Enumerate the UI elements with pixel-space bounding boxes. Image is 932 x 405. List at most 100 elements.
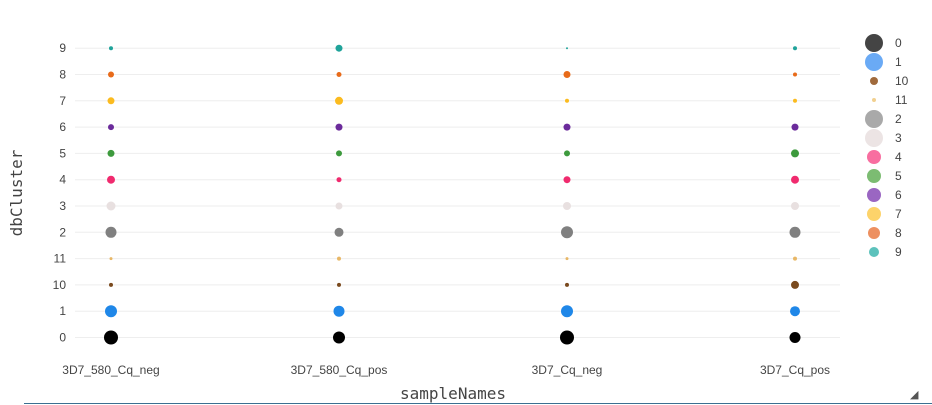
point-cluster-8-sample-2[interactable] — [336, 72, 342, 77]
point-cluster-9-sample-4[interactable] — [793, 46, 797, 51]
y-tick-label-6: 6 — [59, 120, 66, 134]
point-cluster-2-sample-4[interactable] — [789, 226, 801, 238]
legend-label-6: 6 — [895, 188, 902, 202]
legend-marker-4 — [867, 150, 881, 164]
point-cluster-4-sample-3[interactable] — [563, 176, 571, 184]
y-tick-label-8: 8 — [59, 68, 66, 82]
legend-label-10: 10 — [895, 74, 909, 88]
point-cluster-6-sample-1[interactable] — [108, 124, 114, 131]
point-cluster-10-sample-3[interactable] — [565, 282, 569, 287]
legend-marker-5 — [867, 169, 881, 183]
point-cluster-11-sample-2[interactable] — [337, 256, 341, 261]
point-cluster-3-sample-1[interactable] — [106, 201, 116, 211]
point-cluster-10-sample-2[interactable] — [337, 282, 341, 287]
point-cluster-3-sample-2[interactable] — [335, 202, 343, 210]
legend-item-5[interactable]: 5 — [867, 169, 902, 183]
y-tick-label-11: 11 — [54, 252, 67, 266]
legend-item-10[interactable]: 10 — [870, 74, 909, 88]
legend-marker-0 — [865, 34, 883, 52]
point-cluster-11-sample-4[interactable] — [793, 256, 797, 261]
point-cluster-10-sample-4[interactable] — [791, 280, 799, 289]
y-tick-labels: 0 1 10 11 2 3 4 5 6 7 8 9 — [53, 41, 67, 344]
y-tick-label-7: 7 — [59, 94, 66, 108]
point-cluster-8-sample-4[interactable] — [793, 72, 797, 77]
point-cluster-7-sample-1[interactable] — [107, 97, 115, 105]
resize-handle-icon[interactable]: ◢ — [910, 388, 919, 401]
legend-item-9[interactable]: 9 — [869, 245, 902, 259]
point-cluster-10-sample-1[interactable] — [109, 282, 113, 287]
point-cluster-8-sample-3[interactable] — [563, 71, 571, 78]
x-tick-label-1: 3D7_580_Cq_neg — [62, 363, 159, 377]
plot-bottom-rule — [24, 403, 932, 404]
legend-item-11[interactable]: 11 — [872, 93, 908, 107]
legend-item-8[interactable]: 8 — [868, 226, 902, 240]
point-cluster-4-sample-4[interactable] — [791, 175, 799, 184]
point-cluster-6-sample-4[interactable] — [791, 123, 799, 131]
point-cluster-5-sample-3[interactable] — [564, 150, 570, 157]
legend[interactable]: 0 1 10 11 2 3 4 5 6 7 8 9 — [865, 34, 909, 259]
point-cluster-1-sample-1[interactable] — [105, 305, 117, 318]
x-tick-label-3: 3D7_Cq_neg — [532, 363, 603, 377]
legend-marker-8 — [868, 227, 880, 239]
x-tick-label-4: 3D7_Cq_pos — [760, 363, 830, 377]
y-tick-label-10: 10 — [53, 278, 67, 292]
point-cluster-5-sample-2[interactable] — [336, 150, 342, 157]
point-cluster-11-sample-3[interactable] — [565, 257, 569, 261]
x-axis-title: sampleNames — [400, 384, 506, 403]
point-cluster-0-sample-2[interactable] — [333, 331, 345, 344]
point-cluster-3-sample-4[interactable] — [791, 202, 799, 210]
point-cluster-5-sample-4[interactable] — [791, 149, 799, 158]
y-tick-label-4: 4 — [59, 173, 66, 187]
legend-item-7[interactable]: 7 — [867, 207, 902, 221]
point-cluster-6-sample-2[interactable] — [335, 123, 343, 131]
point-cluster-9-sample-3[interactable] — [566, 47, 568, 50]
x-tick-label-2: 3D7_580_Cq_pos — [291, 363, 388, 377]
legend-item-4[interactable]: 4 — [867, 150, 902, 164]
point-cluster-4-sample-2[interactable] — [336, 177, 342, 183]
point-cluster-0-sample-1[interactable] — [104, 330, 118, 345]
point-cluster-2-sample-2[interactable] — [334, 227, 344, 237]
legend-label-2: 2 — [895, 112, 902, 126]
y-tick-label-0: 0 — [59, 331, 66, 345]
point-cluster-4-sample-1[interactable] — [107, 175, 115, 184]
legend-item-3[interactable]: 3 — [865, 129, 902, 147]
legend-marker-10 — [870, 77, 878, 85]
legend-marker-3 — [865, 129, 883, 147]
legend-label-8: 8 — [895, 226, 902, 240]
point-cluster-0-sample-4[interactable] — [789, 332, 801, 343]
y-tick-label-3: 3 — [59, 199, 66, 213]
point-cluster-8-sample-1[interactable] — [108, 71, 114, 78]
point-cluster-2-sample-1[interactable] — [105, 226, 117, 238]
legend-label-9: 9 — [895, 245, 902, 259]
point-cluster-5-sample-1[interactable] — [107, 149, 115, 157]
legend-label-11: 11 — [895, 93, 908, 107]
legend-label-5: 5 — [895, 169, 902, 183]
legend-label-0: 0 — [895, 36, 902, 50]
point-cluster-7-sample-2[interactable] — [335, 96, 343, 105]
point-cluster-1-sample-2[interactable] — [333, 305, 345, 317]
legend-label-1: 1 — [895, 55, 902, 69]
legend-label-7: 7 — [895, 207, 902, 221]
legend-item-2[interactable]: 2 — [865, 110, 902, 128]
y-tick-label-5: 5 — [59, 146, 66, 160]
legend-item-6[interactable]: 6 — [867, 188, 902, 202]
point-cluster-9-sample-1[interactable] — [109, 46, 113, 51]
y-tick-label-2: 2 — [59, 225, 66, 239]
point-cluster-7-sample-4[interactable] — [793, 98, 797, 103]
point-cluster-6-sample-3[interactable] — [563, 123, 571, 131]
point-cluster-7-sample-3[interactable] — [565, 98, 569, 103]
point-cluster-9-sample-2[interactable] — [335, 44, 343, 52]
y-tick-label-1: 1 — [59, 304, 66, 318]
gridlines — [75, 47, 840, 338]
point-cluster-11-sample-1[interactable] — [109, 257, 113, 261]
legend-item-1[interactable]: 1 — [865, 53, 902, 71]
point-cluster-0-sample-3[interactable] — [560, 330, 574, 345]
point-cluster-1-sample-4[interactable] — [790, 306, 800, 317]
legend-item-0[interactable]: 0 — [865, 34, 902, 52]
legend-marker-7 — [867, 207, 881, 221]
point-cluster-2-sample-3[interactable] — [561, 226, 573, 239]
point-cluster-3-sample-3[interactable] — [563, 202, 571, 210]
legend-marker-6 — [867, 188, 881, 202]
point-cluster-1-sample-3[interactable] — [561, 305, 573, 318]
